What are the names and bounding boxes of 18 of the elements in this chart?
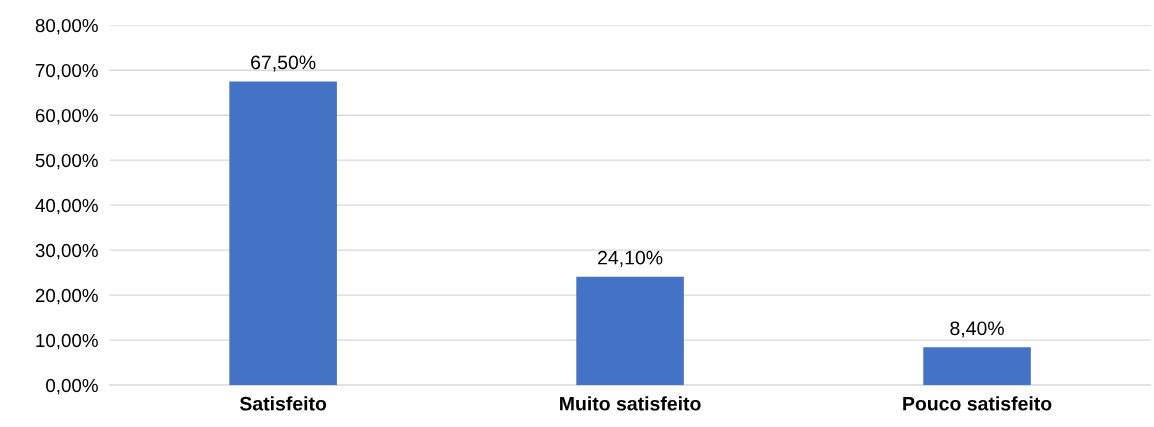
x-tick-label: Muito satisfeito (560, 396, 701, 411)
x-tick-label: Satisfeito (239, 396, 327, 411)
data-label: 24,10% (598, 250, 663, 267)
y-tick-label: 30,00% (35, 243, 98, 260)
bar (229, 81, 337, 386)
bar (923, 347, 1031, 386)
y-tick-label: 20,00% (35, 288, 98, 305)
y-tick-label: 60,00% (35, 108, 98, 125)
y-tick-label: 0,00% (46, 378, 98, 395)
x-tick-label: Pouco satisfeito (903, 396, 1052, 411)
bar (576, 276, 684, 386)
y-tick-label: 40,00% (35, 198, 98, 215)
y-tick-label: 80,00% (35, 18, 98, 35)
y-tick-label: 10,00% (36, 333, 98, 350)
y-tick-label: 70,00% (35, 63, 98, 80)
y-tick-label: 50,00% (35, 153, 98, 170)
data-label: 8,40% (950, 321, 1004, 338)
data-label: 67,50% (251, 55, 316, 72)
